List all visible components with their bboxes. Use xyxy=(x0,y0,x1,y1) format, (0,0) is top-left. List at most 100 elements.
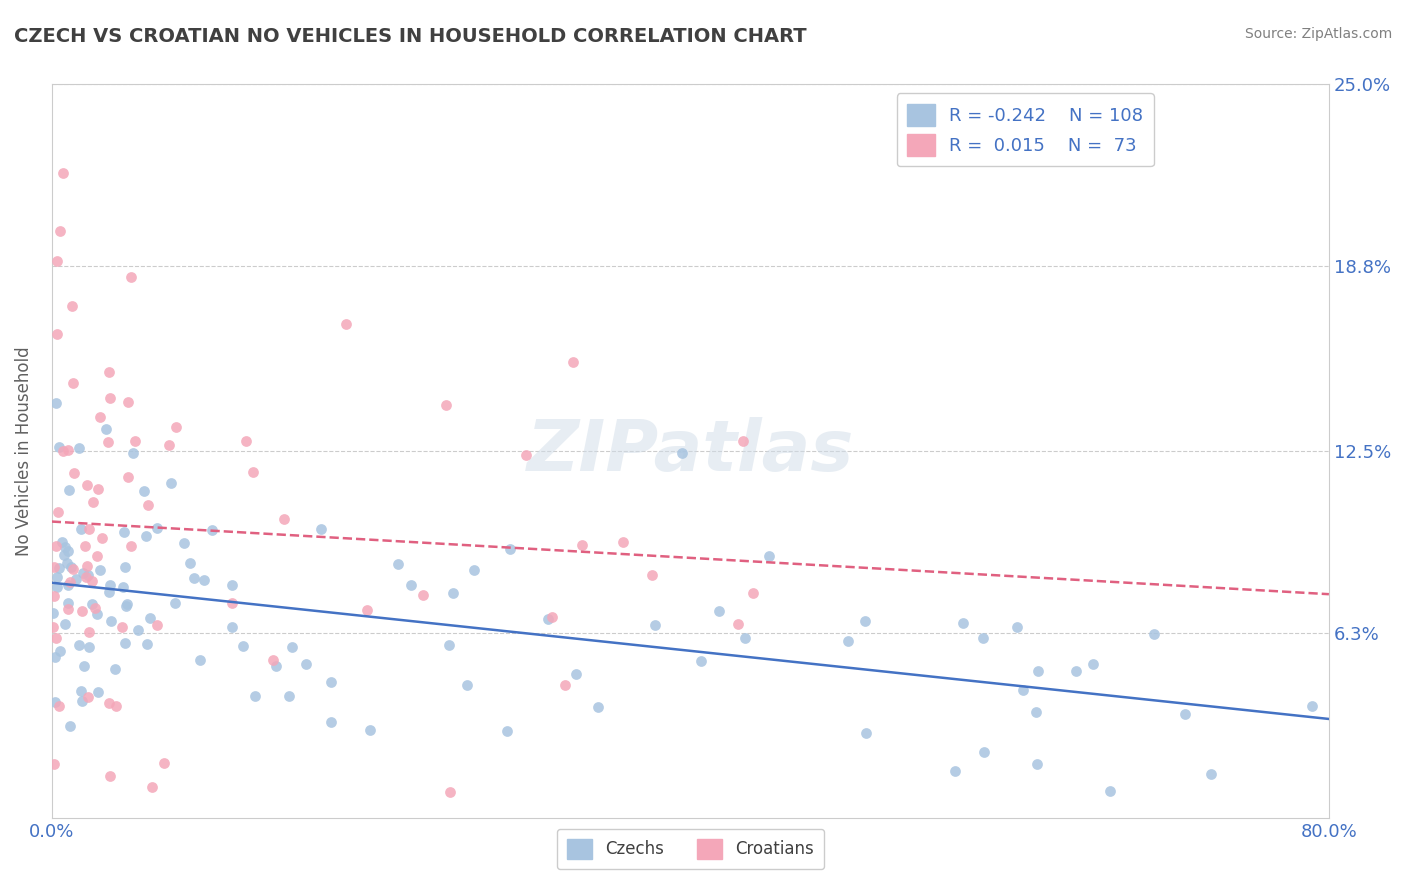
Point xyxy=(82,574,104,589)
Point xyxy=(69,683,91,698)
Point xyxy=(86,549,108,563)
Point xyxy=(77,567,100,582)
Point xyxy=(179,557,201,571)
Point xyxy=(97,365,120,379)
Legend: R = -0.242    N = 108, R =  0.015    N =  73: R = -0.242 N = 108, R = 0.015 N = 73 xyxy=(897,94,1154,167)
Point xyxy=(273,512,295,526)
Point xyxy=(641,568,664,582)
Point xyxy=(45,570,67,584)
Point xyxy=(132,483,155,498)
Point xyxy=(359,723,381,737)
Point xyxy=(117,395,139,409)
Point xyxy=(952,616,974,631)
Point xyxy=(98,585,121,599)
Point xyxy=(644,618,666,632)
Point xyxy=(1143,627,1166,641)
Point xyxy=(245,690,267,704)
Point xyxy=(160,475,183,490)
Point xyxy=(77,640,100,654)
Point xyxy=(153,756,176,770)
Point xyxy=(146,521,169,535)
Point xyxy=(56,596,79,610)
Point xyxy=(82,495,104,509)
Point xyxy=(554,678,576,692)
Point xyxy=(193,573,215,587)
Point xyxy=(48,441,70,455)
Point xyxy=(496,723,519,738)
Point xyxy=(56,578,79,592)
Point xyxy=(89,563,111,577)
Point xyxy=(48,699,70,714)
Point xyxy=(242,465,264,479)
Point xyxy=(758,549,780,563)
Point xyxy=(221,620,243,634)
Point xyxy=(612,535,634,549)
Point xyxy=(671,446,693,460)
Point xyxy=(319,674,342,689)
Point xyxy=(58,483,80,497)
Point xyxy=(387,558,409,572)
Point xyxy=(65,572,87,586)
Point xyxy=(45,327,67,342)
Point xyxy=(117,597,139,611)
Point xyxy=(1025,756,1047,771)
Text: Source: ZipAtlas.com: Source: ZipAtlas.com xyxy=(1244,27,1392,41)
Point xyxy=(165,419,187,434)
Point xyxy=(571,539,593,553)
Point xyxy=(335,317,357,331)
Point xyxy=(53,541,76,555)
Point xyxy=(76,478,98,492)
Point xyxy=(1083,657,1105,671)
Point xyxy=(58,719,80,733)
Point xyxy=(45,396,67,410)
Point xyxy=(114,636,136,650)
Point xyxy=(139,611,162,625)
Point xyxy=(67,639,90,653)
Point xyxy=(112,580,135,594)
Point xyxy=(124,434,146,448)
Point xyxy=(138,498,160,512)
Point xyxy=(44,695,66,709)
Point xyxy=(972,631,994,645)
Point xyxy=(1064,664,1087,678)
Point xyxy=(163,596,186,610)
Point xyxy=(53,616,76,631)
Point xyxy=(67,441,90,455)
Point xyxy=(98,769,121,783)
Point xyxy=(463,563,485,577)
Point xyxy=(72,566,94,581)
Point xyxy=(853,614,876,628)
Point xyxy=(70,604,93,618)
Point xyxy=(127,623,149,637)
Point xyxy=(136,637,159,651)
Point xyxy=(135,529,157,543)
Point xyxy=(46,505,69,519)
Point xyxy=(77,625,100,640)
Point xyxy=(49,644,72,658)
Point xyxy=(837,634,859,648)
Point xyxy=(44,757,66,772)
Point xyxy=(75,540,97,554)
Text: CZECH VS CROATIAN NO VEHICLES IN HOUSEHOLD CORRELATION CHART: CZECH VS CROATIAN NO VEHICLES IN HOUSEHO… xyxy=(14,27,807,45)
Point xyxy=(120,270,142,285)
Point xyxy=(87,684,110,698)
Text: ZIPatlas: ZIPatlas xyxy=(527,417,853,486)
Point xyxy=(59,559,82,574)
Point xyxy=(45,631,67,645)
Point xyxy=(855,726,877,740)
Point xyxy=(1012,682,1035,697)
Point xyxy=(51,534,73,549)
Point xyxy=(356,603,378,617)
Point xyxy=(278,689,301,703)
Point xyxy=(45,539,67,553)
Point xyxy=(115,599,138,613)
Point xyxy=(46,580,69,594)
Point xyxy=(515,448,537,462)
Point xyxy=(562,355,585,369)
Point xyxy=(52,165,75,179)
Point xyxy=(83,601,105,615)
Point xyxy=(727,616,749,631)
Point xyxy=(52,444,75,458)
Point xyxy=(105,698,128,713)
Point xyxy=(586,699,609,714)
